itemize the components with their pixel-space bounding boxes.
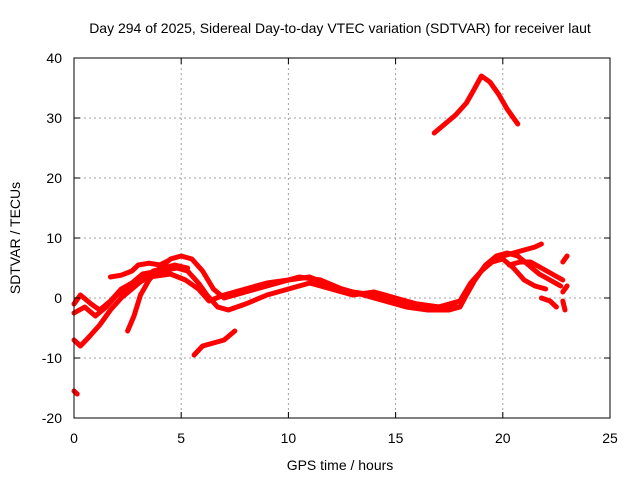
chart-title: Day 294 of 2025, Sidereal Day-to-day VTE…	[89, 20, 591, 36]
series-arc-13	[560, 253, 570, 265]
series-arc-14	[560, 283, 570, 295]
series-arc-3	[71, 262, 191, 349]
series-arc-10	[506, 259, 566, 283]
series-arc-7	[71, 388, 80, 397]
x-tick-label: 10	[281, 430, 297, 446]
series-arc-11	[538, 295, 559, 310]
y-tick-label: -20	[42, 410, 62, 426]
x-axis-label: GPS time / hours	[287, 457, 394, 473]
y-tick-label: -10	[42, 350, 62, 366]
series-arc-9	[500, 241, 544, 259]
x-tick-labels: 0 5 10 15 20 25	[70, 430, 618, 446]
series-arc-5	[107, 258, 171, 280]
series-arc-12	[560, 298, 568, 313]
y-axis-label: SDTVAR / TECUs	[7, 182, 23, 294]
y-tick-label: 40	[46, 50, 62, 66]
axis-ticks	[73, 57, 611, 419]
y-tick-label: 20	[46, 170, 62, 186]
x-tick-label: 25	[602, 430, 618, 446]
data-series-group	[71, 73, 570, 397]
series-arc-4	[125, 250, 564, 334]
y-tick-label: 10	[46, 230, 62, 246]
y-tick-label: 0	[54, 290, 62, 306]
y-tick-labels: -20 -10 0 10 20 30 40	[42, 50, 62, 426]
grid-lines	[74, 58, 610, 418]
y-tick-label: 30	[46, 110, 62, 126]
series-arc-6	[191, 328, 238, 358]
x-tick-label: 5	[177, 430, 185, 446]
x-tick-label: 15	[388, 430, 404, 446]
x-tick-label: 20	[495, 430, 511, 446]
series-arc-8	[431, 73, 521, 136]
x-tick-label: 0	[70, 430, 78, 446]
